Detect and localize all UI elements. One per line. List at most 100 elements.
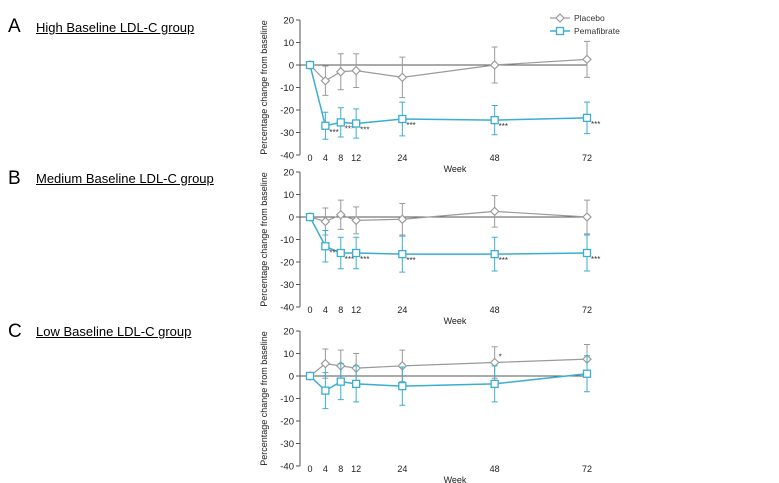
panel-b-y-tick-label: -20 <box>280 258 294 269</box>
panel-c-x-tick-label: 48 <box>490 464 500 474</box>
panel-c-x-axis-label: Week <box>444 475 467 483</box>
panel-c-pemafibrate-point <box>584 370 591 377</box>
panel-a-y-tick-label: 0 <box>289 61 294 72</box>
panel-a-placebo-point <box>583 55 591 63</box>
panel-b-y-tick-label: -30 <box>280 280 294 291</box>
panel-c-x-tick-label: 24 <box>397 464 407 474</box>
panel-b-y-tick-label: 0 <box>289 213 294 224</box>
panel-a-x-tick-label: 12 <box>351 153 361 163</box>
panel-b-pemafibrate-point <box>337 250 344 257</box>
panel-c-y-axis-label: Percentage change from baseline <box>259 331 269 466</box>
panel-c-pemafibrate-point <box>322 387 329 394</box>
panel-a-pemafibrate-point <box>491 117 498 124</box>
panel-c-y-tick-label: -10 <box>280 394 294 405</box>
panel-a-pemafibrate-point <box>353 120 360 127</box>
panel-a-pemafibrate-significance-label: *** <box>406 121 415 130</box>
panel-b-pemafibrate-point <box>322 243 329 250</box>
panel-c-y-tick-label: -30 <box>280 439 294 450</box>
panel-a-pemafibrate-point <box>307 62 314 69</box>
legend-placebo-label: Placebo <box>574 13 605 23</box>
panel-b-y-tick-label: -40 <box>280 303 294 314</box>
panel-b-x-tick-label: 72 <box>582 305 592 315</box>
legend-placebo-marker <box>556 14 564 22</box>
panel-b-x-tick-label: 48 <box>490 305 500 315</box>
panel-a-y-tick-label: -40 <box>280 151 294 162</box>
panel-a-x-tick-label: 72 <box>582 153 592 163</box>
panel-c-x-tick-label: 8 <box>338 464 343 474</box>
panel-b-placebo-point <box>337 211 345 219</box>
panel-c-y-tick-label: 20 <box>283 327 294 338</box>
chart-canvas: 20 10 0 -10 -20 -30 -40 Percentage change from … <box>0 0 779 483</box>
panel-b-pemafibrate-point <box>491 251 498 258</box>
panel-b-y-axis-label: Percentage change from baseline <box>259 172 269 307</box>
panel-b-pemafibrate-point <box>353 250 360 257</box>
panel-b-pemafibrate-significance-label: *** <box>406 256 415 265</box>
panel-b-y-tick-label: 10 <box>283 190 294 201</box>
panel-b-pemafibrate-significance-label: *** <box>591 255 600 264</box>
panel-a-pemafibrate-significance-label: *** <box>499 122 508 131</box>
panel-a-pemafibrate-point <box>322 122 329 129</box>
panel-a-y-tick-label: -10 <box>280 83 294 94</box>
panel-a-pemafibrate-line <box>310 65 587 126</box>
panel-c-y-tick-label: -20 <box>280 417 294 428</box>
panel-b-pemafibrate-significance-label: *** <box>360 255 369 264</box>
panel-c-x-tick-label: 4 <box>323 464 328 474</box>
panel-a-x-axis-label: Week <box>444 164 467 174</box>
panel-b-pemafibrate-point <box>307 214 314 221</box>
panel-a-x-tick-label: 24 <box>397 153 407 163</box>
panel-b-placebo-line <box>310 211 587 221</box>
panel-c-y-tick-label: 10 <box>283 349 294 360</box>
panel-a-placebo-line <box>310 59 587 80</box>
panel-a-placebo-point <box>352 67 360 75</box>
panel-c-x-tick-label: 12 <box>351 464 361 474</box>
panel-a-x-tick-label: 48 <box>490 153 500 163</box>
panel-b-placebo-point <box>352 216 360 224</box>
panel-b-x-tick-label: 4 <box>323 305 328 315</box>
panel-b-y-tick-label: -10 <box>280 235 294 246</box>
panel-b-pemafibrate-line <box>310 217 587 254</box>
panel-a-pemafibrate-significance-label: *** <box>591 120 600 129</box>
panel-b-placebo-point <box>321 218 329 226</box>
panel-b-x-tick-label: 12 <box>351 305 361 315</box>
panel-b-x-axis-label: Week <box>444 316 467 326</box>
panel-a-pemafibrate-point <box>399 116 406 123</box>
panel-a-placebo-point <box>398 73 406 81</box>
panel-c-pemafibrate-point <box>307 373 314 380</box>
panel-c-y-tick-label: -40 <box>280 462 294 473</box>
panel-a-y-tick-label: -20 <box>280 106 294 117</box>
panel-a-x-tick-label: 0 <box>307 153 312 163</box>
panel-c-placebo-significance-label: * <box>499 353 502 362</box>
panel-c-y-tick-label: 0 <box>289 372 294 383</box>
panel-a-x-tick-label: 4 <box>323 153 328 163</box>
panel-c-pemafibrate-point <box>399 383 406 390</box>
panel-c-pemafibrate-point <box>337 378 344 385</box>
panel-a-pemafibrate-significance-label: *** <box>360 126 369 135</box>
panel-a-pemafibrate-point <box>337 119 344 126</box>
panel-a-y-tick-label: 10 <box>283 38 294 49</box>
panel-a-y-tick-label: -30 <box>280 128 294 139</box>
panel-b-x-tick-label: 8 <box>338 305 343 315</box>
panel-b-placebo-point <box>398 215 406 223</box>
legend-pemafibrate-label: Pemafibrate <box>574 26 620 36</box>
panel-a-pemafibrate-point <box>584 114 591 121</box>
panel-b-placebo-point <box>583 213 591 221</box>
panel-a-x-tick-label: 8 <box>338 153 343 163</box>
panel-c-x-tick-label: 72 <box>582 464 592 474</box>
panel-b-x-tick-label: 24 <box>397 305 407 315</box>
panel-c-placebo-line <box>310 359 587 376</box>
panel-b-placebo-point <box>491 207 499 215</box>
panel-a-pemafibrate-significance-label: *** <box>329 128 338 137</box>
legend-pemafibrate-marker <box>557 28 564 35</box>
panel-b-pemafibrate-point <box>399 251 406 258</box>
panel-b-x-tick-label: 0 <box>307 305 312 315</box>
panel-b-pemafibrate-significance-label: *** <box>499 256 508 265</box>
panel-c-pemafibrate-point <box>491 380 498 387</box>
panel-c-placebo-point <box>491 359 499 367</box>
panel-a-y-tick-label: 20 <box>283 16 294 27</box>
panel-a-placebo-point <box>491 61 499 69</box>
panel-a-y-axis-label: Percentage change from baseline <box>259 20 269 155</box>
panel-c-pemafibrate-point <box>353 380 360 387</box>
panel-c-x-tick-label: 0 <box>307 464 312 474</box>
panel-b-pemafibrate-point <box>584 250 591 257</box>
panel-a-placebo-point <box>337 68 345 76</box>
